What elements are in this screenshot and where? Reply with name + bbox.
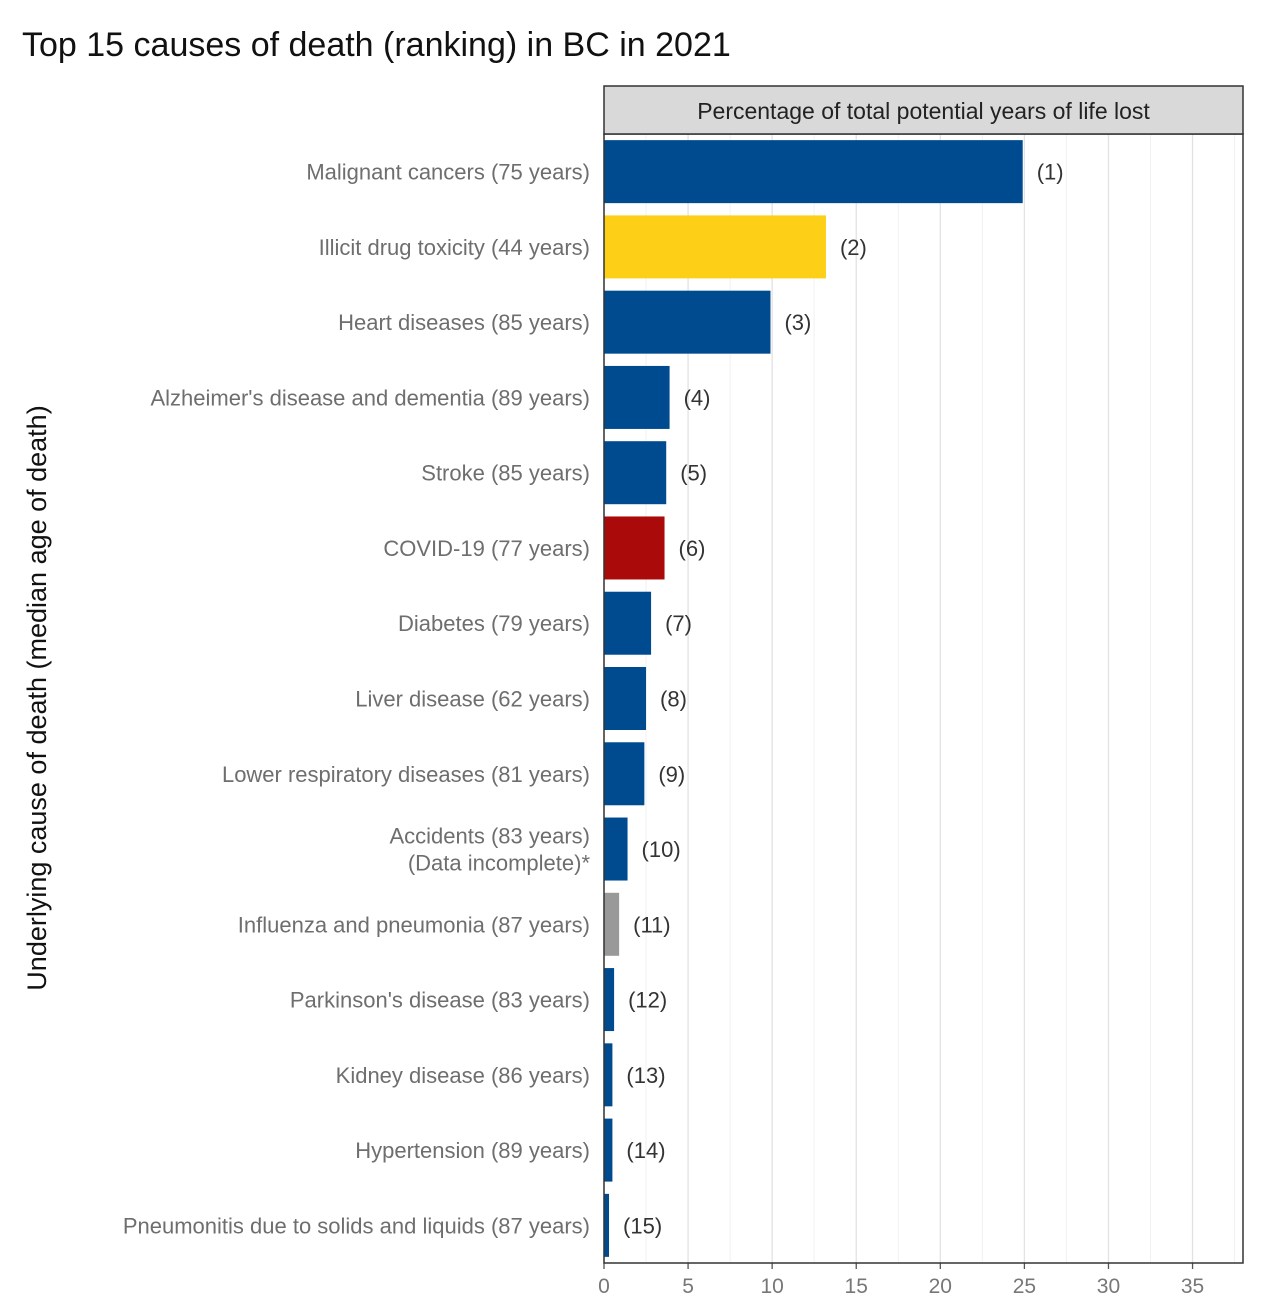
- bar: [604, 742, 645, 806]
- x-tick-label: 20: [929, 1275, 952, 1298]
- bar: [604, 892, 620, 956]
- x-tick-label: 25: [1013, 1275, 1036, 1298]
- bar: [604, 1118, 613, 1182]
- rank-label: (9): [658, 762, 685, 787]
- category-label: Pneumonitis due to solids and liquids (8…: [123, 1213, 590, 1238]
- x-tick-label: 15: [845, 1275, 868, 1298]
- bar: [604, 817, 628, 881]
- bar: [604, 215, 826, 279]
- rank-label: (6): [679, 536, 706, 561]
- chart-title: Top 15 causes of death (ranking) in BC i…: [22, 26, 731, 64]
- rank-label: (8): [660, 687, 687, 712]
- category-label: Hypertension (89 years): [355, 1138, 590, 1163]
- facet-strip-box: [603, 85, 1244, 135]
- x-tick-label: 0: [598, 1275, 610, 1298]
- bar: [604, 591, 652, 655]
- bar: [604, 290, 771, 354]
- category-label: COVID-19 (77 years): [383, 536, 590, 561]
- bar: [604, 667, 647, 730]
- bar: [604, 516, 665, 580]
- category-label: Alzheimer's disease and dementia (89 yea…: [150, 385, 590, 410]
- rank-label: (14): [626, 1138, 665, 1163]
- category-label: Accidents (83 years): [389, 824, 590, 849]
- category-label: Parkinson's disease (83 years): [290, 988, 590, 1013]
- category-label: Heart diseases (85 years): [338, 310, 590, 335]
- x-tick-label: 5: [682, 1275, 694, 1298]
- bars: [604, 140, 1023, 1257]
- category-label: Diabetes (79 years): [398, 611, 590, 636]
- rank-label: (4): [684, 385, 711, 410]
- category-label: Malignant cancers (75 years): [306, 160, 590, 185]
- category-label: Influenza and pneumonia (87 years): [238, 912, 590, 937]
- facet-strip-label: Percentage of total potential years of l…: [697, 98, 1150, 124]
- bar: [604, 365, 670, 429]
- bar: [604, 1193, 610, 1257]
- rank-label: (3): [784, 310, 811, 335]
- bar: [604, 968, 615, 1032]
- y-axis-title: Underlying cause of death (median age of…: [22, 405, 52, 990]
- x-tick-label: 35: [1181, 1275, 1204, 1298]
- bar: [604, 441, 667, 505]
- rank-label: (11): [633, 912, 671, 937]
- rank-label: (13): [626, 1063, 665, 1088]
- rank-label: (2): [840, 235, 867, 260]
- category-label: Stroke (85 years): [421, 461, 590, 486]
- x-tick-label: 30: [1097, 1275, 1120, 1298]
- category-label: Illicit drug toxicity (44 years): [319, 235, 590, 260]
- rank-label: (7): [665, 611, 692, 636]
- facet-strip: Percentage of total potential years of l…: [603, 85, 1244, 135]
- rank-labels: (1) (2) (3) (4) (5) (6) (7) (8) (9) (10) (11) (12) (…: [623, 160, 1064, 1239]
- category-label: Kidney disease (86 years): [336, 1063, 590, 1088]
- category-label: Lower respiratory diseases (81 years): [222, 762, 590, 787]
- rank-label: (1): [1037, 160, 1064, 185]
- rank-label: (5): [680, 461, 707, 486]
- x-tick-label: 10: [760, 1275, 783, 1298]
- bar: [604, 1043, 613, 1107]
- category-label: Liver disease (62 years): [355, 687, 590, 712]
- bar: [604, 140, 1023, 204]
- category-label: (Data incomplete)*: [408, 851, 591, 876]
- rank-label: (12): [628, 988, 667, 1013]
- rank-label: (10): [642, 837, 681, 862]
- rank-label: (15): [623, 1213, 662, 1238]
- x-axis: 0 5 10 15 20 25 30 35: [598, 1263, 1204, 1298]
- category-labels: Malignant cancers (75 years) Illicit drug…: [123, 160, 591, 1239]
